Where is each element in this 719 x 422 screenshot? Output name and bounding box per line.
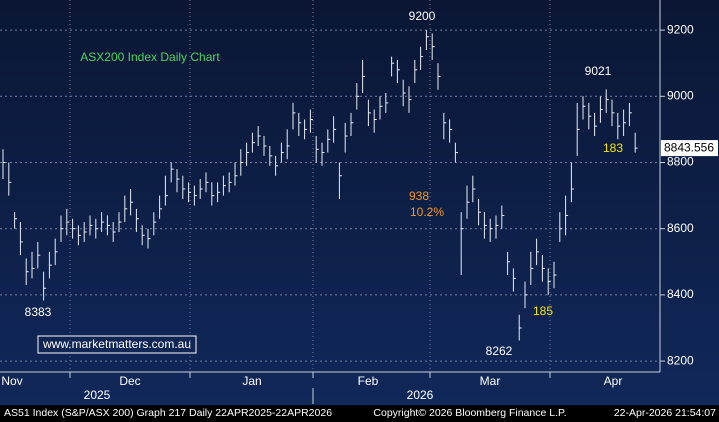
- annotation: 9200: [409, 9, 436, 23]
- annotation: 9021: [585, 64, 612, 78]
- year-label: 2026: [407, 388, 434, 402]
- annotation: 10.2%: [410, 205, 444, 219]
- last-price-label: 8843.556: [664, 140, 714, 154]
- y-tick-label: 8200: [667, 353, 694, 367]
- month-label: Mar: [480, 374, 501, 388]
- footer-right: 22-Apr-2026 21:54:07: [614, 407, 716, 419]
- annotation: 8383: [25, 305, 52, 319]
- website-box: [37, 335, 197, 354]
- y-tick-label: 8800: [667, 155, 694, 169]
- chart-title: ASX200 Index Daily Chart: [80, 50, 220, 64]
- footer-background: [0, 405, 719, 422]
- month-label: Apr: [604, 374, 623, 388]
- footer-left: AS51 Index (S&P/ASX 200) Graph 217 Daily…: [4, 407, 332, 419]
- month-label: Nov: [1, 374, 22, 388]
- y-tick-label: 8400: [667, 287, 694, 301]
- y-tick-label: 8600: [667, 221, 694, 235]
- website: www.marketmatters.com.au: [42, 337, 191, 351]
- footer-center: Copyright© 2026 Bloomberg Finance L.P.: [373, 407, 566, 419]
- plot-background: [0, 0, 719, 405]
- last-price-box: [661, 140, 718, 157]
- annotation: 938: [409, 189, 429, 203]
- month-label: Jan: [242, 374, 261, 388]
- annotation: 8262: [486, 344, 513, 358]
- year-label: 2025: [84, 388, 111, 402]
- month-label: Dec: [119, 374, 140, 388]
- month-label: Feb: [358, 374, 379, 388]
- y-tick-label: 9000: [667, 88, 694, 102]
- y-tick-label: 9200: [667, 22, 694, 36]
- annotation: 183: [603, 141, 623, 155]
- annotation: 185: [533, 304, 553, 318]
